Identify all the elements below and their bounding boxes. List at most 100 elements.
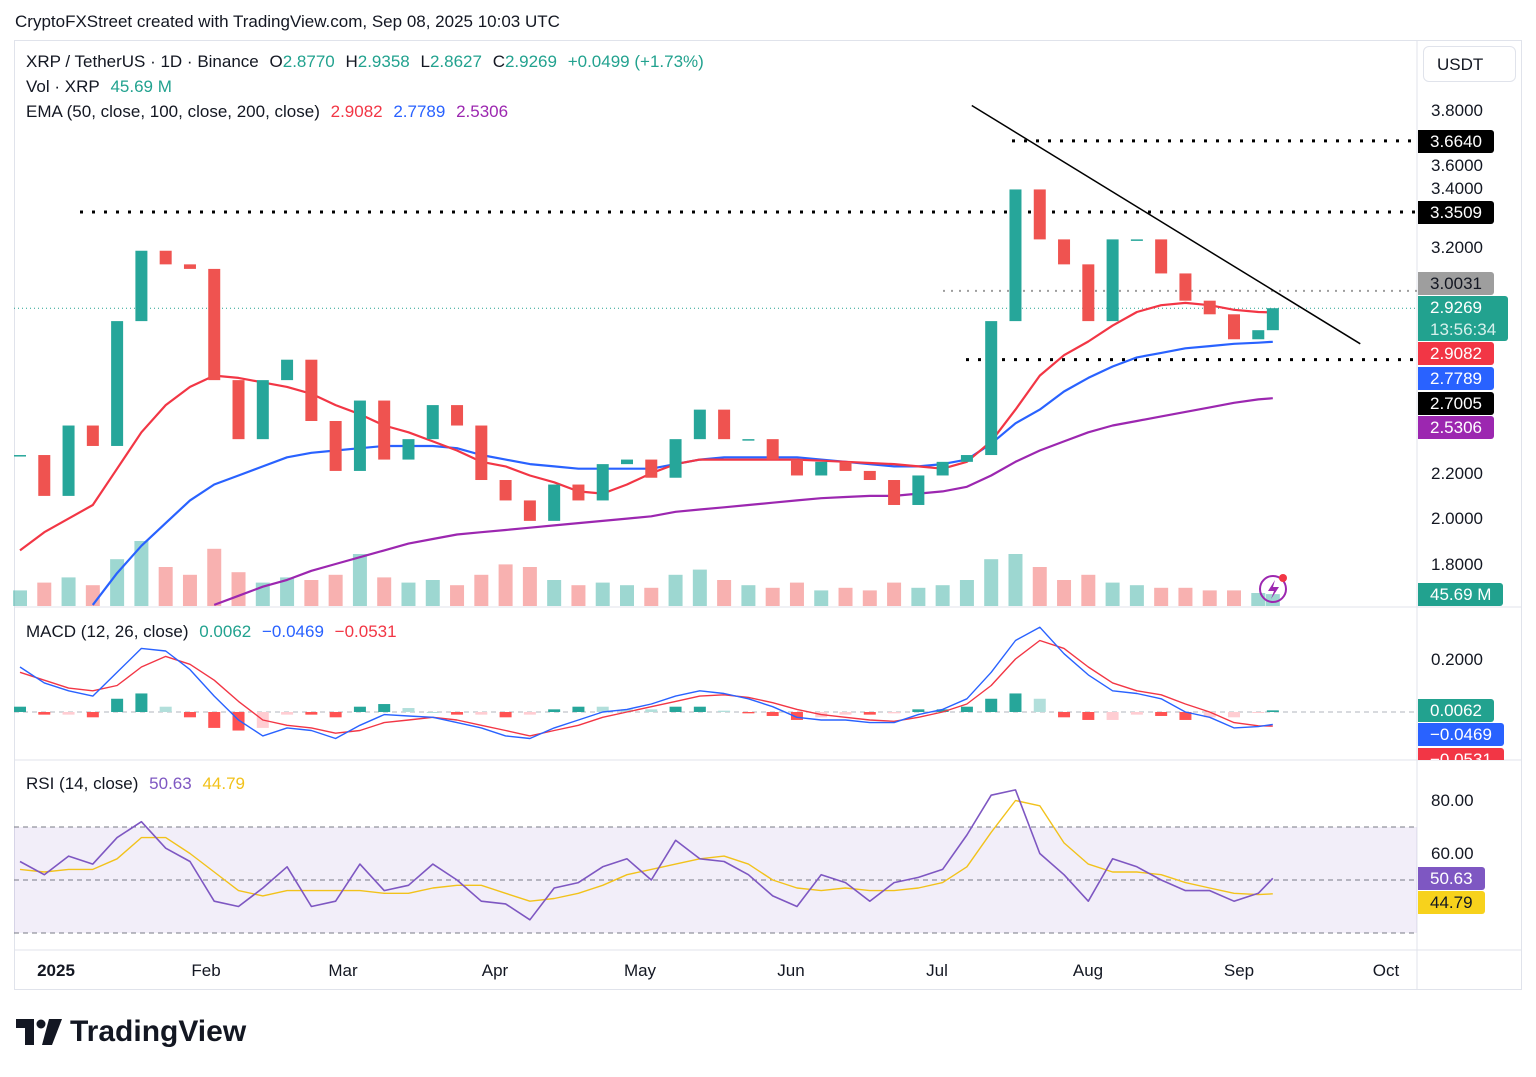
resistance-high-tag: 3.6640 — [1418, 130, 1494, 153]
volume-bar — [887, 582, 902, 606]
macd-histogram-bar — [985, 698, 998, 712]
currency-button[interactable]: USDT — [1423, 46, 1516, 82]
rsi-tick: 60.00 — [1431, 844, 1474, 863]
high-label: H — [345, 52, 358, 71]
candle — [1179, 273, 1192, 301]
volume-bar — [498, 564, 513, 606]
candle — [353, 400, 366, 471]
volume-tag: 45.69 M — [1418, 583, 1504, 606]
rsi-band-fill — [14, 827, 1417, 933]
volume-bar — [158, 567, 173, 606]
close-value: 2.9269 — [504, 52, 557, 71]
volume-bar — [110, 559, 125, 606]
price-tick: 3.2000 — [1431, 238, 1483, 257]
candle — [596, 464, 609, 501]
time-label: Aug — [1072, 961, 1104, 980]
macd-histogram-bar — [426, 712, 439, 713]
volume-bar — [352, 554, 367, 606]
macd-histogram-bar — [38, 712, 51, 715]
macd-histogram-bar — [451, 712, 464, 715]
candle — [499, 480, 512, 501]
candle — [1106, 239, 1119, 322]
volume-bar — [182, 574, 197, 606]
candle — [62, 425, 75, 496]
macd-line — [19, 626, 1273, 740]
candle — [208, 268, 221, 381]
macd-histogram-bar — [353, 706, 366, 712]
volume-value: 45.69 M — [110, 77, 172, 96]
rsi-tick: 80.00 — [1431, 791, 1474, 810]
rsi-ma-tag: 44.79 — [1418, 891, 1485, 914]
last-price: 2.9269 — [1430, 298, 1482, 317]
time-label: Sep — [1223, 961, 1255, 980]
volume-bar — [450, 585, 465, 606]
volume-bar — [765, 587, 780, 606]
candle — [426, 405, 439, 440]
macd-histogram-bar — [621, 709, 633, 712]
macd-histogram-bar — [232, 712, 245, 731]
macd-histogram-bar — [863, 712, 876, 715]
time-label: Mar — [328, 961, 358, 980]
time-label: Jul — [926, 961, 948, 980]
candle — [523, 500, 536, 521]
candle — [863, 470, 876, 481]
legend-rsi: RSI (14, close) 50.63 44.79 — [26, 774, 251, 794]
macd-label[interactable]: MACD (12, 26, close) — [26, 622, 189, 641]
volume-bar — [401, 582, 416, 606]
macd-histogram-bar — [1130, 712, 1143, 715]
macd-signal-tag: −0.0531 — [1418, 748, 1504, 760]
candle — [572, 484, 585, 501]
candle — [693, 409, 706, 440]
candle — [86, 425, 99, 446]
candle — [1203, 300, 1216, 315]
volume-bar — [1265, 594, 1280, 606]
rsi-value: 50.63 — [149, 774, 192, 793]
grey-level-tag: 3.0031 — [1418, 272, 1494, 295]
price-tick: 1.8000 — [1431, 555, 1483, 574]
volume-label[interactable]: Vol · XRP — [26, 77, 100, 96]
candle — [475, 425, 488, 481]
macd-histogram-bar — [14, 706, 26, 712]
macd-histogram-bar — [693, 706, 706, 712]
rsi-ma-line — [19, 799, 1273, 902]
volume-bar — [1154, 587, 1169, 606]
tradingview-logo[interactable]: TradingView — [16, 1015, 246, 1049]
macd-histogram-bar — [718, 710, 731, 712]
volume-bar — [571, 585, 586, 606]
volume-bar — [620, 585, 634, 606]
macd-histogram-bar — [523, 712, 536, 715]
last-price-tag: 2.9269 13:56:34 — [1418, 296, 1509, 341]
volume-bar — [1057, 580, 1072, 606]
macd-histogram-bar — [1266, 710, 1279, 712]
macd-histogram-bar — [378, 704, 391, 712]
rsi-label[interactable]: RSI (14, close) — [26, 774, 139, 793]
candle — [305, 359, 318, 421]
ema-label[interactable]: EMA (50, close, 100, close, 200, close) — [26, 102, 320, 121]
candle — [839, 461, 852, 471]
volume-bar — [1008, 554, 1023, 606]
rsi-line — [19, 789, 1274, 921]
ema100-line — [91, 340, 1273, 606]
macd-hist-tag: 0.0062 — [1418, 699, 1494, 722]
macd-histogram-bar — [329, 712, 342, 718]
macd-histogram-bar — [1203, 712, 1216, 718]
macd-histogram-bar — [790, 712, 803, 720]
horizontal-levels — [14, 104, 1417, 362]
symbol-title[interactable]: XRP / TetherUS · 1D · Binance — [26, 52, 259, 71]
macd-histogram-bar — [1228, 712, 1240, 718]
replay-icon[interactable] — [1259, 574, 1287, 603]
volume-bar — [425, 580, 440, 606]
rsi-pane — [19, 789, 1274, 921]
price-tick: 2.2000 — [1431, 464, 1483, 483]
macd-histogram-bar — [1033, 698, 1046, 712]
macd-histogram-bar — [305, 712, 318, 715]
macd-histogram-bar — [960, 706, 973, 712]
macd-histogram-bar — [1058, 712, 1071, 718]
macd-histogram-bar — [912, 709, 925, 712]
volume-bar — [1202, 590, 1217, 606]
candle — [111, 321, 124, 446]
candle — [1266, 308, 1279, 331]
candle — [402, 439, 415, 460]
volume-bar — [85, 585, 100, 606]
